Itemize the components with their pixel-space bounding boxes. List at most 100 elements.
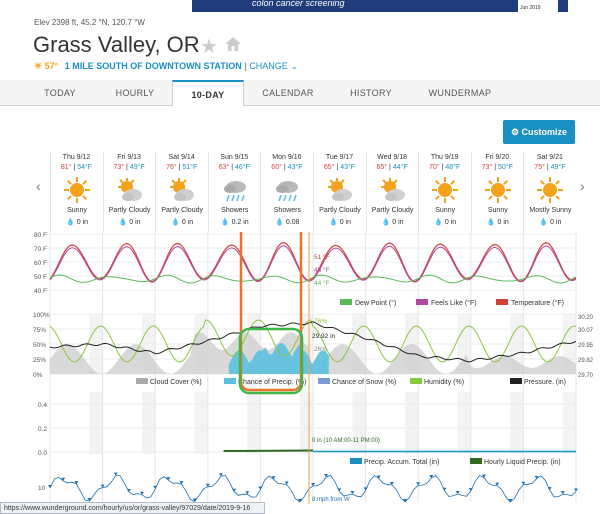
day-precip: 💧 0 in <box>66 219 88 226</box>
partly-cloudy-icon <box>116 176 144 206</box>
day-hi-lo: 70° | 48°F <box>429 164 461 171</box>
change-station-link[interactable]: CHANGE <box>249 61 288 71</box>
legend-swatch <box>470 458 482 464</box>
feels-like-series-line <box>49 245 577 283</box>
wind-direction-marker <box>140 491 145 495</box>
wind-direction-marker <box>534 475 539 479</box>
day-column[interactable]: Sat 9/14 76° | 51°F Partly Cloudy 💧 0 in <box>155 152 207 232</box>
tab-hourly[interactable]: HOURLY <box>115 88 155 98</box>
pressure-y-tick: 29.95 <box>578 343 594 349</box>
day-high: 76° <box>166 164 177 171</box>
day-column[interactable]: Thu 9/19 70° | 48°F Sunny 💧 0 in <box>418 152 470 232</box>
next-arrow-icon[interactable]: › <box>580 178 585 194</box>
tab-wundermap[interactable]: WUNDERMAP <box>428 88 492 98</box>
day-column[interactable]: Mon 9/16 60° | 43°F Showers 💧 0.08 <box>260 152 312 232</box>
day-condition: Mostly Sunny <box>529 207 572 214</box>
tab-calendar[interactable]: CALENDAR <box>262 88 314 98</box>
station-name[interactable]: 1 MILE SOUTH OF DOWNTOWN STATION <box>64 61 242 71</box>
day-date: Sat 9/21 <box>536 154 563 161</box>
day-column[interactable]: Sat 9/21 75° | 49°F Mostly Sunny 💧 0 in <box>523 152 575 232</box>
wind-direction-marker <box>113 472 118 476</box>
wind-direction-marker <box>311 482 315 486</box>
day-high: 65° <box>376 164 388 171</box>
pressure-y-tick: 29.82 <box>578 358 594 364</box>
day-hi-lo: 60° | 43°F <box>271 164 303 171</box>
tab-10-day[interactable]: 10-DAY <box>172 80 244 107</box>
tab-today[interactable]: TODAY <box>44 88 76 98</box>
legend-label: Chance of Snow (%) <box>332 379 396 386</box>
customize-label: Customize <box>521 127 568 137</box>
wind-direction-marker <box>495 482 500 486</box>
wind-direction-marker <box>218 473 223 477</box>
wind-direction-marker <box>179 481 184 485</box>
day-date: Thu 9/19 <box>430 154 459 161</box>
day-low: 51°F <box>182 164 198 171</box>
day-column[interactable]: Sun 9/15 63° | 46°F Showers 💧 0.2 in <box>207 152 260 232</box>
prev-arrow-icon[interactable]: ‹ <box>36 178 41 194</box>
precip-y-tick: 0.0 <box>38 450 47 457</box>
wind-direction-marker <box>455 491 460 495</box>
day-column[interactable]: Wed 9/18 65° | 44°F Partly Cloudy 💧 0 in <box>365 152 418 232</box>
night-shade <box>247 392 261 454</box>
ad-banner[interactable]: colon cancer screening Jun 2019 <box>192 0 568 12</box>
day-column[interactable]: Thu 9/12 81° | 54°F Sunny 💧 0 in <box>50 152 102 232</box>
cloud-y-tick: 100% <box>33 312 50 319</box>
day-hi-lo: 73° | 50°F <box>481 164 513 171</box>
elevation-info: Elev 2398 ft, 45.2 °N, 120.7 °W <box>34 18 145 27</box>
day-precip-amount: 0 in <box>181 219 194 226</box>
legend-label: Feels Like (°F) <box>431 299 477 307</box>
day-high: 81° <box>60 164 72 171</box>
chevron-down-icon[interactable]: ⌄ <box>290 61 298 71</box>
cloud-y-tick: 0% <box>33 372 43 379</box>
wind-direction-marker <box>192 498 197 502</box>
dew-readout: 44 °F <box>314 279 330 287</box>
legend-label: Precip. Accum. Total (in) <box>364 459 439 466</box>
wind-direction-marker <box>166 477 171 481</box>
pressure-series-line <box>49 321 577 363</box>
legend-label: Hourly Liquid Precip. (in) <box>484 459 561 466</box>
day-low: 46°F <box>235 164 250 171</box>
day-low: 48°F <box>445 164 461 171</box>
temp-y-tick: 60 F <box>34 260 47 267</box>
ad-text: colon cancer screening <box>252 0 345 8</box>
legend-swatch <box>496 299 508 305</box>
customize-button[interactable]: ⚙ Customize <box>503 120 575 144</box>
showers-icon <box>273 176 301 206</box>
precip-readout: 0 in (10 AM:00-11 PM:00) <box>312 438 380 444</box>
day-column[interactable]: Fri 9/20 73° | 50°F Sunny 💧 0 in <box>470 152 523 232</box>
night-shade <box>89 392 103 454</box>
day-column[interactable]: Fri 9/13 73° | 49°F Partly Cloudy 💧 0 in <box>102 152 155 232</box>
day-date: Tue 9/17 <box>325 154 354 161</box>
day-hi-lo: 75° | 49°F <box>534 164 566 171</box>
day-precip: 💧 0.2 in <box>220 219 249 226</box>
legend-swatch <box>224 378 236 384</box>
day-column[interactable]: Tue 9/17 65° | 43°F Partly Cloudy 💧 0 in <box>313 152 365 232</box>
legend-swatch <box>416 299 428 305</box>
night-shade <box>299 392 313 454</box>
humidity-series-line <box>49 319 577 363</box>
day-hi-lo: 65° | 44°F <box>376 164 408 171</box>
wind-direction-marker <box>284 481 289 485</box>
cloud-readout: 26% <box>314 346 327 353</box>
day-date: Sun 9/15 <box>220 154 249 161</box>
highlight-orange-box <box>239 232 303 392</box>
sun-icon <box>63 176 91 206</box>
legend-swatch <box>510 378 522 384</box>
humidity-readout: 76% <box>314 318 327 325</box>
day-high: 60° <box>271 164 282 171</box>
day-low: 43°F <box>340 164 356 171</box>
day-precip: 💧 0 in <box>171 219 194 226</box>
favorite-star-icon[interactable]: ★ <box>200 36 218 58</box>
ad-box: Jun 2019 <box>518 0 558 12</box>
wind-direction-marker <box>74 481 79 485</box>
home-icon[interactable] <box>224 36 242 57</box>
day-high: 73° <box>113 164 125 171</box>
day-low: 43°F <box>287 164 303 171</box>
night-shade <box>142 392 156 454</box>
tab-history[interactable]: HISTORY <box>350 88 392 98</box>
precip-y-tick: 0.2 <box>38 426 47 433</box>
wind-direction-marker <box>61 477 66 481</box>
day-low: 54°F <box>77 164 93 171</box>
day-condition: Partly Cloudy <box>319 207 361 214</box>
wind-direction-marker <box>297 498 302 502</box>
